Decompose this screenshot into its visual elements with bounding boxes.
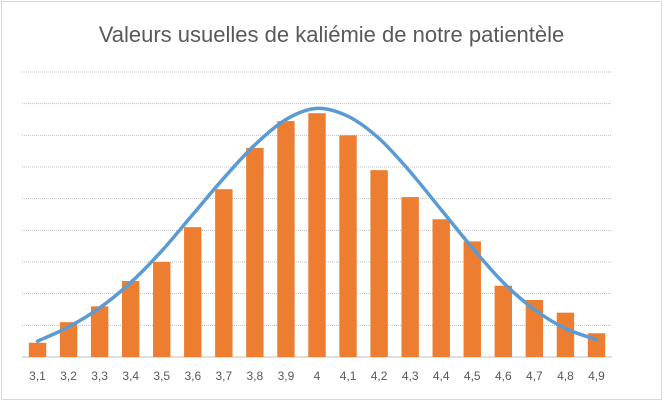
x-tick-labels: 3,1 3,2 3,3 3,4 3,5 3,6 3,7 3,8 3,9 4 4,1 4,2 4,3 4,4… — [29, 369, 605, 383]
x-tick-label: 4,2 — [371, 369, 388, 383]
bar — [90, 306, 109, 357]
bar — [401, 197, 419, 357]
bar — [370, 170, 388, 357]
x-tick-label: 4,1 — [340, 369, 357, 383]
bar — [153, 262, 171, 357]
x-tick-label: 4,7 — [526, 369, 543, 383]
line-series — [35, 106, 599, 343]
curve-line — [35, 106, 599, 343]
x-tick-label: 4,6 — [495, 369, 512, 383]
x-tick-label: 3,7 — [215, 369, 232, 383]
x-tick-label: 3,6 — [184, 369, 201, 383]
bar — [556, 312, 575, 357]
x-tick-label: 4 — [314, 369, 321, 383]
bar — [432, 219, 450, 357]
x-tick-label: 4,8 — [557, 369, 574, 383]
x-tick-label: 3,3 — [91, 369, 108, 383]
bar — [339, 135, 357, 357]
bar — [121, 281, 140, 357]
bar — [494, 285, 513, 357]
x-tick-label: 4,9 — [588, 369, 605, 383]
bar-series — [28, 113, 606, 358]
x-tick-label: 3,2 — [60, 369, 77, 383]
bar — [28, 342, 47, 357]
bar — [215, 189, 233, 357]
x-tick-label: 3,8 — [247, 369, 264, 383]
x-tick-label: 3,1 — [29, 369, 46, 383]
bar — [246, 148, 264, 357]
bar — [184, 227, 202, 357]
x-tick-label: 4,5 — [464, 369, 481, 383]
chart-title: Valeurs usuelles de kaliémie de notre pa… — [98, 22, 565, 47]
x-tick-label: 3,5 — [153, 369, 170, 383]
bar — [463, 241, 481, 357]
x-tick-label: 4,4 — [433, 369, 450, 383]
x-tick-label: 3,4 — [122, 369, 139, 383]
x-tick-label: 3,9 — [278, 369, 295, 383]
x-tick-label: 4,3 — [402, 369, 419, 383]
bar — [277, 121, 295, 357]
bar — [308, 113, 326, 358]
